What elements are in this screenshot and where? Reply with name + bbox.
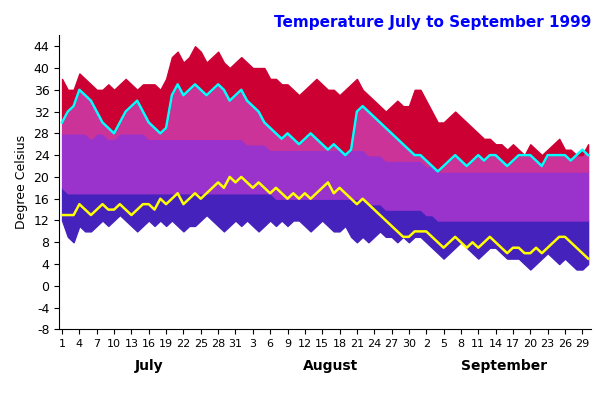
Text: August: August — [303, 359, 359, 374]
Text: September: September — [461, 359, 547, 374]
Text: Temperature July to September 1999: Temperature July to September 1999 — [274, 15, 591, 30]
Text: July: July — [135, 359, 163, 374]
Y-axis label: Degree Celsius: Degree Celsius — [15, 135, 28, 230]
